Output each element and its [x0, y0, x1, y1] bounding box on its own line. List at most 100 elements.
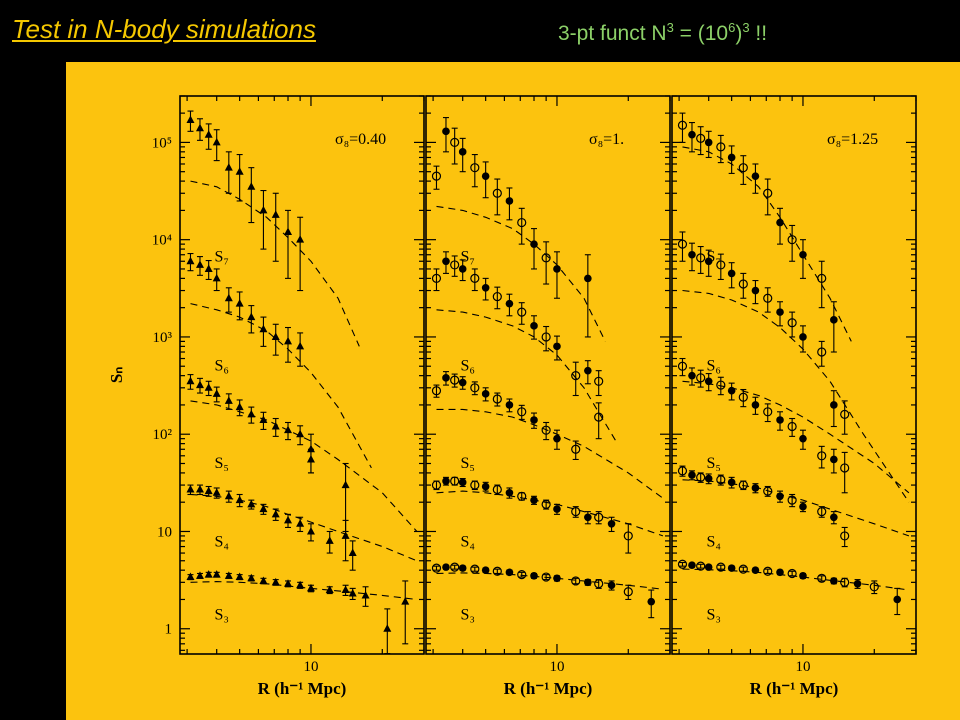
x-axis-title: R (h⁻¹ Mpc): [750, 679, 839, 698]
data-point-filled-circle: [505, 401, 514, 409]
data-point-triangle: [186, 376, 195, 385]
model-curve: [190, 180, 360, 347]
data-point-open-circle: [677, 559, 688, 569]
data-point-filled-circle: [799, 572, 807, 580]
data-point-triangle: [204, 570, 213, 578]
data-point-triangle: [235, 572, 244, 581]
data-point-triangle: [247, 409, 256, 418]
data-point-triangle: [195, 485, 204, 493]
data-point-filled-circle: [530, 322, 538, 330]
data-point-filled-circle: [799, 502, 807, 511]
data-point-open-circle: [541, 332, 551, 342]
data-point-open-circle: [738, 163, 748, 173]
data-point-triangle: [259, 415, 268, 423]
data-point-open-circle: [541, 425, 551, 435]
data-point-open-circle: [450, 375, 460, 385]
data-point-filled-circle: [751, 286, 760, 295]
data-point-open-circle: [787, 421, 797, 432]
data-point-filled-circle: [688, 561, 696, 570]
model-curve: [436, 490, 664, 537]
data-point-triangle: [204, 486, 213, 495]
data-point-filled-circle: [607, 581, 616, 590]
y-tick-label: 10⁵: [152, 135, 172, 151]
data-point-triangle: [259, 576, 268, 584]
data-point-open-circle: [840, 531, 850, 541]
data-point-triangle: [212, 488, 221, 496]
data-point-triangle: [259, 324, 268, 333]
data-point-triangle: [224, 163, 233, 171]
data-point-triangle: [259, 205, 268, 214]
data-point-open-circle: [716, 142, 726, 152]
data-point-filled-circle: [830, 513, 838, 522]
data-point-triangle: [296, 429, 305, 438]
data-point-open-circle: [738, 480, 748, 490]
data-point-filled-circle: [704, 257, 713, 266]
slide-subtitle: 3-pt funct N3 = (106)3 !!: [558, 20, 767, 46]
data-point-filled-circle: [830, 577, 838, 585]
subtitle-prefix: 3-pt funct N: [558, 22, 667, 45]
series-label: S₃: [706, 606, 720, 623]
data-point-triangle: [271, 210, 280, 218]
series-label: S₅: [460, 455, 474, 472]
data-point-filled-circle: [799, 250, 807, 259]
data-point-filled-circle: [481, 566, 490, 574]
data-point-triangle: [348, 589, 357, 597]
data-point-triangle: [186, 115, 195, 123]
data-point-open-circle: [840, 409, 850, 419]
data-point-triangle: [271, 422, 280, 430]
data-point-filled-circle: [776, 568, 784, 577]
data-point-open-circle: [738, 392, 748, 402]
panel-frame: [671, 95, 917, 655]
data-point-open-circle: [594, 512, 604, 522]
data-point-filled-circle: [458, 148, 467, 156]
data-point-open-circle: [738, 564, 748, 574]
data-point-triangle: [284, 515, 293, 524]
data-point-filled-circle: [505, 488, 514, 497]
model-curve: [682, 380, 910, 494]
data-point-filled-circle: [553, 265, 561, 273]
data-point-open-circle: [517, 491, 527, 501]
data-point-open-circle: [840, 463, 850, 473]
data-point-open-circle: [869, 582, 879, 592]
data-point-triangle: [296, 580, 305, 589]
subtitle-exponent-3: 3: [742, 20, 750, 35]
data-point-triangle: [247, 499, 256, 508]
data-point-open-circle: [594, 412, 604, 422]
data-point-filled-circle: [830, 455, 838, 464]
x-tick-label: 10: [795, 659, 810, 675]
data-point-filled-circle: [481, 482, 490, 491]
data-point-open-circle: [623, 587, 633, 597]
data-point-filled-circle: [442, 127, 450, 136]
data-point-filled-circle: [481, 284, 490, 292]
data-point-filled-circle: [688, 371, 696, 380]
data-point-open-circle: [450, 476, 460, 486]
data-point-triangle: [259, 504, 268, 513]
series-label: S₃: [214, 606, 228, 623]
data-point-open-circle: [470, 383, 480, 393]
data-point-filled-circle: [505, 197, 514, 205]
data-point-triangle: [247, 573, 256, 582]
data-point-triangle: [296, 519, 305, 527]
data-point-filled-circle: [704, 474, 713, 483]
data-point-filled-circle: [584, 366, 592, 375]
data-point-filled-circle: [688, 130, 696, 139]
data-point-open-circle: [787, 235, 797, 245]
panel-frame: [425, 95, 671, 655]
data-point-open-circle: [817, 507, 827, 517]
x-axis-title: R (h⁻¹ Mpc): [258, 679, 347, 698]
series-label: S₄: [214, 534, 229, 551]
x-tick-label: 10: [549, 659, 564, 675]
data-point-triangle: [212, 389, 221, 397]
data-point-filled-circle: [893, 595, 902, 604]
data-point-open-circle: [431, 171, 442, 181]
data-point-open-circle: [470, 480, 480, 490]
data-point-open-circle: [492, 566, 502, 576]
data-point-filled-circle: [530, 416, 538, 424]
data-point-triangle: [235, 299, 244, 307]
y-tick-label: 1: [165, 622, 173, 638]
data-point-open-circle: [763, 486, 773, 496]
subtitle-exponent-1: 3: [666, 20, 674, 35]
data-point-open-circle: [594, 376, 604, 386]
data-point-open-circle: [541, 253, 551, 263]
data-point-triangle: [235, 495, 244, 504]
